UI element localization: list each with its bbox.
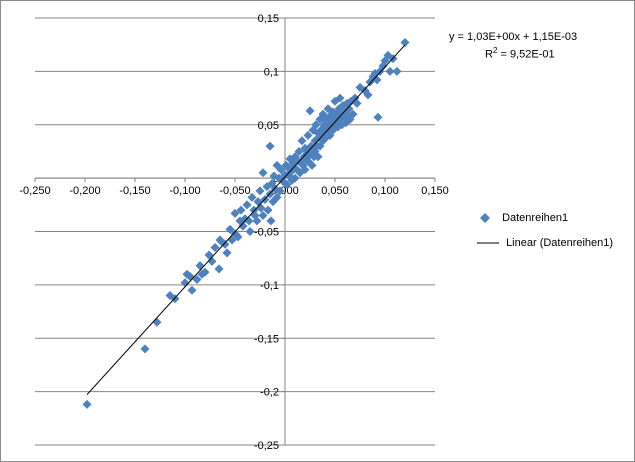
x-tick-label: 0,100 — [371, 185, 399, 197]
x-tick-label: 0,050 — [321, 185, 349, 197]
data-point — [247, 192, 257, 202]
data-point — [242, 200, 252, 210]
data-point — [245, 227, 255, 236]
legend-line-icon — [477, 242, 499, 244]
legend-diamond-icon — [480, 213, 490, 224]
data-point — [282, 180, 292, 190]
trendline-line — [86, 44, 406, 395]
data-point — [82, 399, 92, 409]
data-point — [297, 136, 307, 146]
y-tick-label: -0,15 — [254, 333, 279, 345]
data-point — [236, 205, 246, 215]
x-tick-label: -0,250 — [19, 185, 50, 197]
data-point — [263, 205, 273, 215]
y-tick-label: 0,15 — [258, 13, 279, 25]
data-point — [352, 98, 362, 108]
data-point — [238, 221, 248, 231]
x-tick-label: -0,050 — [219, 185, 250, 197]
data-point — [152, 317, 162, 327]
data-point — [140, 344, 150, 354]
y-tick-label: -0,2 — [260, 387, 279, 399]
data-point — [313, 152, 323, 162]
legend-item-linear: Linear (Datenreihen1) — [477, 237, 613, 249]
r-squared-value: = 9,52E-01 — [497, 48, 555, 61]
x-tick-label: -0,150 — [119, 185, 150, 197]
y-tick-label: 0,05 — [258, 120, 279, 132]
data-point — [272, 192, 282, 202]
data-point — [400, 38, 410, 48]
data-point — [335, 93, 345, 103]
data-point — [385, 66, 395, 76]
data-point — [255, 186, 265, 196]
y-tick-label: 0,1 — [264, 66, 279, 78]
data-point — [214, 264, 224, 274]
r-squared-label: R2 = 9,52E-01 — [485, 46, 555, 61]
data-point — [276, 165, 286, 175]
y-tick-labels: 0,150,10,050-0,05-0,1-0,15-0,2-0,25 — [254, 13, 279, 452]
data-point — [311, 120, 321, 130]
data-point — [363, 90, 373, 100]
data-point — [294, 146, 304, 156]
data-point — [344, 104, 354, 114]
data-point — [220, 239, 230, 249]
data-point — [258, 168, 268, 178]
data-point — [195, 261, 205, 271]
legend-label-linear: Linear (Datenreihen1) — [506, 237, 614, 249]
data-point — [200, 267, 210, 277]
y-tick-label: -0,05 — [254, 227, 279, 239]
data-point — [230, 208, 240, 218]
data-point — [233, 232, 243, 242]
data-point — [373, 112, 383, 122]
x-tick-label: -0,200 — [69, 185, 100, 197]
legend-label-series: Datenreihen1 — [502, 212, 569, 224]
y-tick-label: -0,1 — [260, 280, 279, 292]
data-point — [266, 216, 276, 226]
data-point — [305, 106, 315, 116]
y-tick-label: -0,25 — [254, 440, 279, 452]
data-point — [348, 109, 358, 119]
legend-item-series: Datenreihen1 — [479, 212, 568, 224]
data-point — [192, 275, 202, 285]
data-point — [275, 186, 285, 196]
x-tick-label: 0,150 — [421, 185, 449, 197]
data-point — [307, 160, 317, 170]
x-tick-labels: -0,250 -0,200 -0,150 -0,100 -0,050 0,000 0,050… — [19, 185, 448, 197]
data-point — [300, 165, 310, 175]
data-point — [252, 216, 262, 226]
data-point — [225, 224, 235, 234]
data-point — [392, 66, 402, 76]
data-point — [290, 173, 300, 183]
trendline — [86, 44, 406, 395]
data-point — [265, 141, 275, 151]
r-squared-prefix: R — [485, 48, 493, 61]
data-points — [82, 38, 410, 409]
data-point — [204, 250, 214, 260]
data-point — [222, 248, 232, 258]
x-tick-label: -0,100 — [169, 185, 200, 197]
data-point — [210, 243, 220, 253]
data-point — [258, 210, 268, 220]
data-point — [187, 285, 197, 295]
trendline-equation: y = 1,03E+00x + 1,15E-03 — [449, 31, 578, 43]
data-point — [303, 130, 313, 140]
r-squared-superscript: 2 — [492, 46, 498, 55]
